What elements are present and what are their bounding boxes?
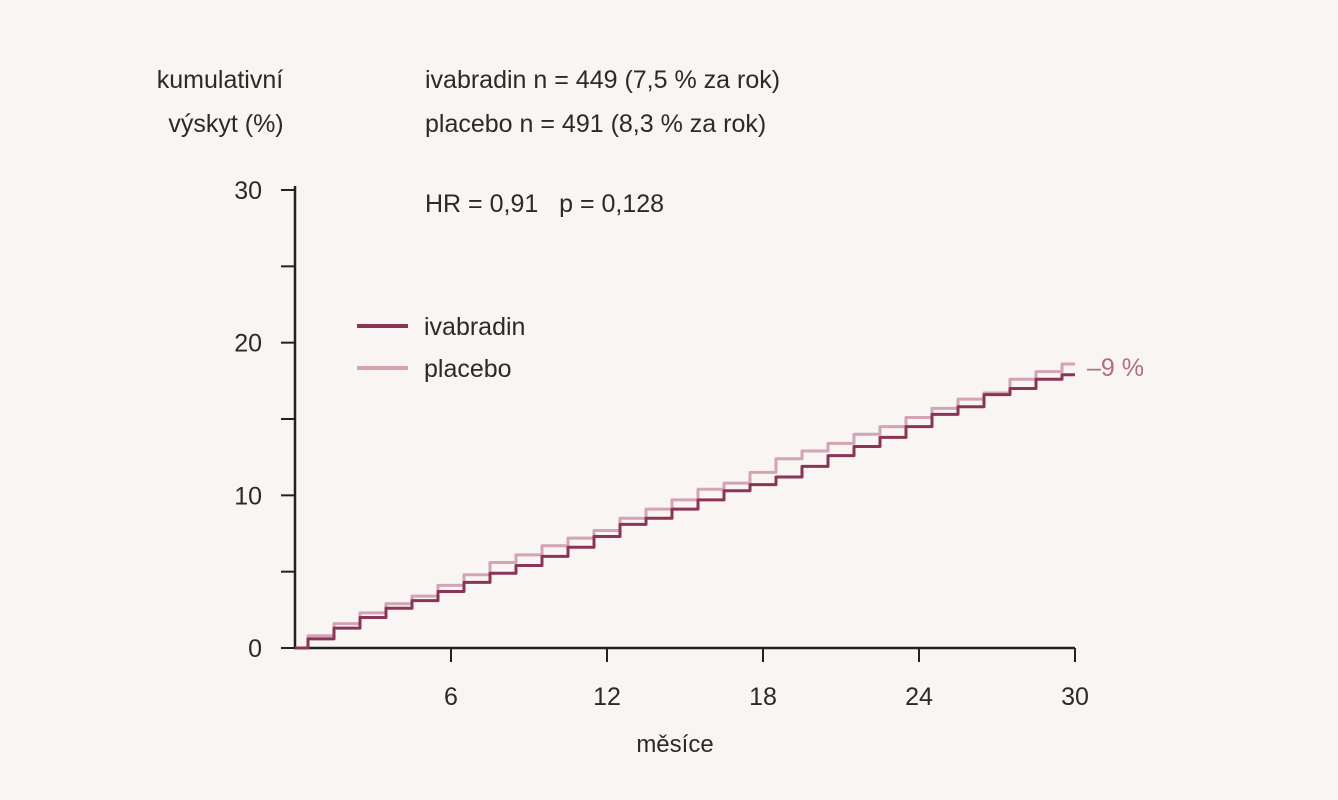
legend-label-ivabradin: ivabradin — [424, 313, 525, 341]
x-tick-label: 18 — [749, 683, 777, 711]
header-ivabradin-count: ivabradin n = 449 (7,5 % za rok) — [425, 66, 780, 94]
y-tick-label: 10 — [234, 482, 262, 510]
x-axis-ticks: 6 12 18 24 30 — [444, 648, 1089, 711]
series-lines — [295, 362, 1075, 650]
y-axis-label-line-1: kumulativní — [157, 66, 283, 94]
y-tick-label: 20 — [234, 330, 262, 358]
x-tick-label: 24 — [905, 683, 933, 711]
y-tick-label: 0 — [248, 635, 262, 663]
y-axis-label-line-2: výskyt (%) — [168, 110, 283, 138]
header-placebo-count: placebo n = 491 (8,3 % za rok) — [425, 110, 766, 138]
series-line-placebo — [295, 362, 1075, 650]
y-tick-label: 30 — [234, 177, 262, 205]
x-tick-label: 12 — [593, 683, 621, 711]
legend-label-placebo: placebo — [424, 355, 512, 383]
legend: ivabradin placebo — [357, 313, 525, 383]
x-axis-label: měsíce — [636, 731, 713, 758]
relative-reduction-annotation: –9 % — [1087, 354, 1144, 382]
y-axis-ticks: 0 10 20 30 — [234, 177, 295, 663]
x-tick-label: 30 — [1061, 683, 1089, 711]
x-tick-label: 6 — [444, 683, 458, 711]
hazard-ratio-annotation: HR = 0,91 p = 0,128 — [425, 190, 664, 218]
series-line-ivabradin — [295, 373, 1075, 650]
